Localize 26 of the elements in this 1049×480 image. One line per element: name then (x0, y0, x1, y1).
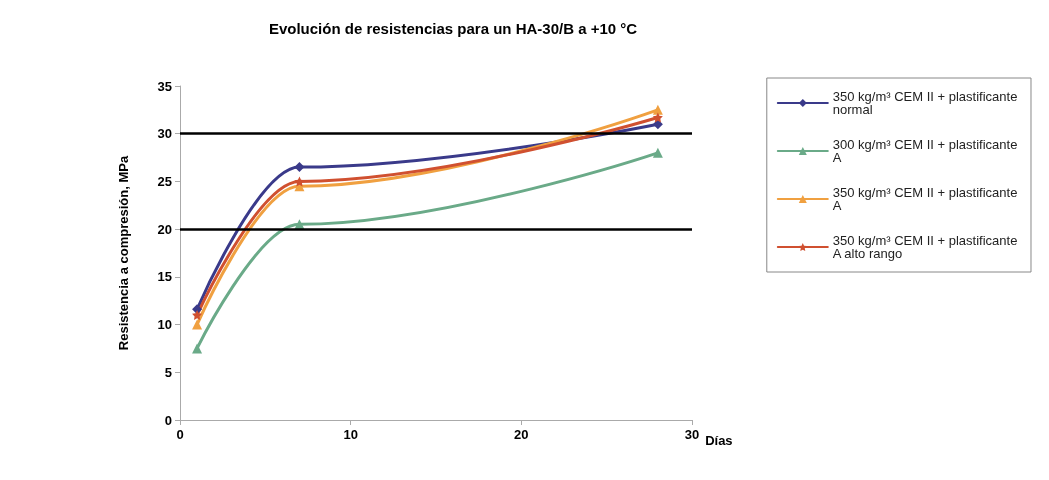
x-tick-label: 10 (343, 427, 358, 442)
y-tick-label: 5 (164, 364, 172, 380)
x-axis-title: Días (705, 433, 733, 448)
y-tick-label: 25 (157, 173, 172, 189)
point (652, 112, 663, 123)
chart-title: Evolución de resistencias para un HA-30/B a +10 °C (268, 20, 638, 37)
legend-label: 350 kg/m³ CEM II + plastificante A alto rango (832, 233, 1021, 261)
y-tick-label: 15 (157, 269, 172, 285)
x-tick-label: 0 (176, 427, 184, 442)
y-tick-label: 20 (157, 221, 172, 237)
y-tick-label: 35 (157, 78, 172, 94)
legend-label: 300 kg/m³ CEM II + plastificante A (832, 137, 1021, 165)
point (192, 319, 203, 330)
point (652, 104, 663, 115)
legend-label: 350 kg/m³ CEM II + plastificante normal (832, 89, 1021, 117)
point (192, 343, 203, 354)
x-tick-label: 30 (684, 427, 700, 442)
point (192, 310, 203, 321)
point (652, 147, 663, 158)
x-tick-label: 20 (514, 427, 529, 442)
y-tick-label: 10 (157, 317, 172, 333)
y-tick-label: 30 (157, 126, 172, 142)
y-axis-title: Resistencia a compresión, MPa (116, 155, 131, 351)
point (294, 162, 305, 173)
legend-label: 350 kg/m³ CEM II + plastificante A (832, 185, 1021, 213)
y-tick-label: 0 (164, 412, 172, 428)
